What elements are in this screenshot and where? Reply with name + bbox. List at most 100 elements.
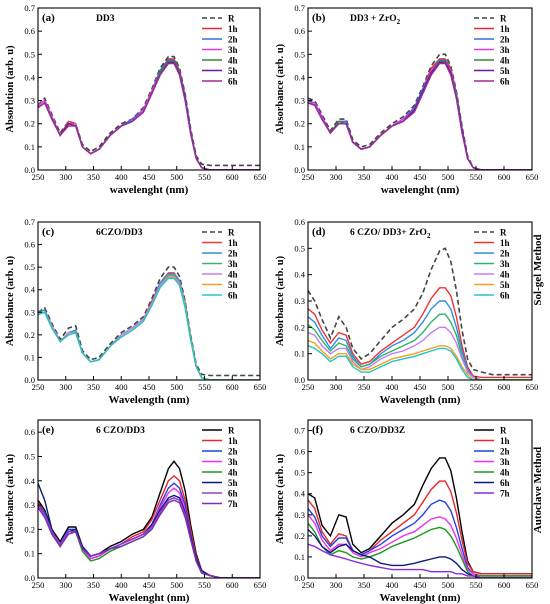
panel-title: 6 CZO/DD3Z [350,426,405,436]
series-line-4h [38,497,260,578]
x-tick-label: 550 [198,580,211,590]
y-tick-label: 0.1 [24,142,35,152]
y-axis-label: Absorbance (arb. u) [275,43,286,134]
legend-label-2h: 2h [500,447,510,457]
y-tick-label: 0.1 [294,142,305,152]
legend-label-3h: 3h [228,457,238,467]
legend-label-1h: 1h [228,436,238,446]
y-tick-label: 0.3 [24,307,35,317]
panel-title: DD3 [96,14,115,24]
series-group [38,266,260,380]
x-tick-label: 450 [414,580,427,590]
x-tick-label: 400 [386,172,399,182]
legend-label-r: R [500,14,507,24]
panel-tag: (c) [42,226,55,238]
x-axis-label: wavelenght (nm) [110,184,189,196]
plot-frame [37,7,261,171]
x-tick-label: 250 [302,580,315,590]
series-line-3h [308,60,532,170]
x-tick-label: 300 [59,580,72,590]
y-tick-label: 0.0 [294,165,305,175]
x-tick-label: 500 [442,382,455,392]
y-axis-label: Absorbance (arb. u) [275,453,286,544]
legend-label-6h: 6h [228,489,238,499]
x-tick-label: 350 [87,580,100,590]
legend-label-6h: 6h [228,77,238,87]
chart-panel-a: 250 300 350 400 450 500 550 600 650 0.0 0.1 0.2 0.3 0… [5,3,266,196]
legend-label-1h: 1h [228,24,238,34]
series-line-1h [308,58,532,170]
series-line-2h [308,300,532,380]
x-axis-label: wavelenght (nm) [381,184,460,196]
x-tick-label: 400 [115,172,128,182]
x-tick-label: 450 [414,382,427,392]
x-tick-label: 600 [226,172,239,182]
series-line-3h [38,60,260,170]
chart-panel-e: 250 300 350 400 450 500 550 600 650 0.0 0.1 0.2 0.3 0… [5,419,267,604]
x-tick-label: 300 [330,580,343,590]
plot-frame [37,221,261,381]
series-line-6h [38,62,260,170]
x-axis-label: Wavelenght (nm) [380,592,461,604]
series-line-4h [308,522,532,577]
y-tick-label: 0.6 [294,447,305,457]
chart-panel-b: 250 300 350 400 450 500 550 600 650 0.0 0.1 0.2 0.3 0… [275,3,538,196]
y-tick-label: 0.2 [24,524,35,534]
panel-title-subscript: 2 [427,232,431,240]
x-tick-label: 250 [32,172,45,182]
panel-title: 6 CZO/DD3 [96,426,145,436]
series-group [308,53,532,170]
x-tick-label: 300 [59,172,72,182]
series-line-r [38,266,260,377]
series-line-1h [308,480,532,575]
plot-frame [307,419,533,579]
legend-label-4h: 4h [500,270,510,280]
legend-label-r: R [500,228,507,238]
y-tick-label: 0.4 [294,270,305,280]
x-tick-label: 500 [170,580,183,590]
x-tick-label: 350 [358,382,371,392]
series-line-4h [308,60,532,170]
y-tick-label: 0.7 [24,217,35,227]
x-tick-label: 650 [254,580,267,590]
y-tick-label: 0.6 [24,26,35,36]
legend-label-4h: 4h [228,56,238,66]
legend-label-5h: 5h [228,66,238,76]
y-tick-label: 0.1 [294,349,305,359]
series-line-4h [38,60,260,170]
x-tick-label: 400 [386,382,399,392]
y-tick-label: 0.4 [294,72,305,82]
x-tick-label: 500 [170,382,183,392]
y-tick-label: 0.7 [294,3,305,13]
y-tick-label: 0.0 [24,165,35,175]
y-tick-label: 0.2 [24,119,35,129]
series-line-5h [38,61,260,170]
legend-label-1h: 1h [228,238,238,248]
x-tick-label: 650 [254,172,267,182]
side-label-autoclave: Autoclave Method [532,447,544,533]
legend-label-6h: 6h [500,478,510,488]
legend-label-2h: 2h [228,35,238,45]
legend-label-5h: 5h [228,280,238,290]
x-tick-label: 550 [198,382,211,392]
legend-label-3h: 3h [500,259,510,269]
legend-label-1h: 1h [500,24,510,34]
y-tick-label: 0.0 [24,573,35,583]
x-tick-label: 450 [143,580,156,590]
y-tick-label: 0.2 [24,330,35,340]
x-tick-label: 550 [198,172,211,182]
y-tick-label: 0.3 [24,500,35,510]
series-line-1h [308,287,532,379]
legend-label-4h: 4h [228,270,238,280]
side-label-sol-gel: Sol-gel Method [532,234,544,305]
x-tick-label: 500 [442,172,455,182]
x-tick-label: 300 [330,382,343,392]
y-tick-label: 0.3 [294,510,305,520]
series-line-r [38,460,260,578]
series-group [38,460,260,578]
plot-frame [307,7,533,171]
legend-label-1h: 1h [500,436,510,446]
y-tick-label: 0.0 [24,375,35,385]
